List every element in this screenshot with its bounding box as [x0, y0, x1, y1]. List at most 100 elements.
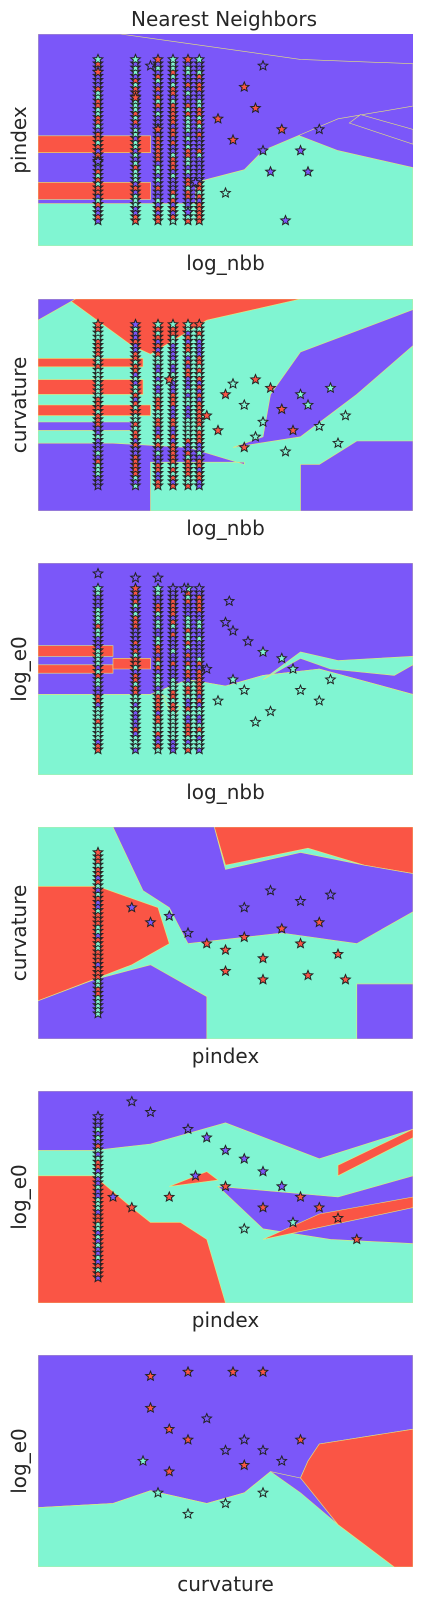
panel-1-strip-3-point-37: [166, 61, 180, 73]
panel-3-strip-4-point-21: [181, 656, 195, 668]
panel-2-region-class2-1-1: [38, 379, 144, 395]
panel-3-strip-1-point-37: [129, 590, 142, 602]
panel-4-strip-0-point-12: [91, 957, 105, 970]
panel-3-strip-2-point-12: [151, 693, 165, 706]
panel-1-strip-2-point-31: [151, 86, 165, 98]
panel-3-strip-2-point-20: [151, 660, 165, 673]
panel-5-xlabel: pindex: [192, 1308, 260, 1332]
panel-3-strip-5-point-31: [193, 615, 206, 627]
panel-3-strip-2-point-17: [151, 672, 165, 685]
panel-2-strip-1-point-23: [129, 384, 142, 396]
panel-2-strip-2-point-23: [151, 384, 165, 396]
panel-3-strip-4-point-37: [181, 590, 195, 602]
panel-5-strip-0-point-14: [91, 1213, 105, 1225]
panel-1-strip-1-point-9: [129, 177, 142, 189]
panel-1-strip-2-point-26: [151, 106, 165, 119]
panel-2-strip-5-point-39: [193, 318, 206, 330]
panel-2-strip-4-point-17: [181, 408, 195, 421]
panel-5-strip-0-point-37: [91, 1118, 105, 1130]
panel-1-strip-3-point-33: [166, 77, 180, 90]
panel-2-point-7: [264, 381, 277, 394]
panel-4-strip-0-point-29: [91, 887, 105, 899]
panel-2-strip-0-point-25: [91, 375, 105, 388]
panel-1-strip-0-point-20: [91, 131, 105, 144]
panel-2-strip-4-point-31: [181, 351, 195, 363]
panel-2-strip-4-point-12: [181, 429, 195, 442]
panel-2-strip-2-point-22: [151, 388, 165, 400]
panel-1-strip-1-point-35: [129, 69, 142, 82]
panel-4-point-14: [219, 964, 232, 977]
panel-1-strip-0-point-23: [91, 119, 105, 131]
panel-3-strip-0-point-35: [91, 598, 105, 611]
panel-1-strip-3-point-36: [166, 65, 180, 77]
panel-3-strip-3-point-11: [166, 697, 180, 710]
panel-1-strip-1-point-37: [129, 61, 142, 73]
panel-2-strip-0-point-4: [91, 462, 105, 475]
panel-2-strip-0-point-19: [91, 400, 105, 413]
panel-3-strip-2-point-31: [151, 615, 165, 627]
panel-1-strip-5-point-36: [193, 65, 206, 77]
panel-1-strip-1-point-39: [129, 53, 142, 65]
panel-1-strip-2-point-10: [151, 172, 165, 185]
panel-3-strip-2-point-27: [151, 631, 165, 644]
panel-1-strip-3-point-27: [166, 102, 180, 115]
panel-5-strip-0-point-8: [91, 1238, 105, 1250]
panel-1-strip-5-point-0: [193, 214, 206, 226]
panel-1-strip-3-point-28: [166, 98, 180, 110]
panel-1-strip-5-point-3: [193, 201, 206, 214]
panel-2-strip-5-point-19: [193, 400, 206, 413]
panel-1-strip-1-point-32: [129, 82, 142, 94]
panel-2-strip-0-point-21: [91, 392, 105, 404]
panel-3-strip-4-point-19: [181, 664, 195, 677]
panel-1-strip-1-point-25: [129, 110, 142, 123]
panel-2-strip-1-point-24: [129, 380, 142, 392]
panel-3-strip-4-point-1: [181, 739, 195, 751]
panel-2-point-14: [279, 445, 292, 457]
panel-3-strip-0-point-11: [91, 697, 105, 710]
panel-3-strip-2-point-34: [151, 602, 165, 615]
panel-5-strip-0-point-17: [91, 1200, 105, 1213]
panel-2-strip-1-point-35: [129, 334, 142, 347]
panel-2-strip-0-point-9: [91, 442, 105, 454]
panel-1-strip-4-point-33: [181, 77, 195, 90]
panel-3-strip-1-point-23: [129, 648, 142, 660]
panel-4-strip-0-point-13: [91, 953, 105, 965]
panel-3-point-16: [286, 662, 300, 675]
panel-3-strip-5-point-18: [193, 668, 206, 681]
panel-1-strip-1-point-16: [129, 148, 142, 160]
panel-3-strip-5-point-1: [193, 739, 206, 751]
panel-4-strip-0-point-37: [91, 854, 105, 866]
panel-3-strip-2-point-2: [151, 734, 165, 747]
panel-2-strip-2-point-3: [151, 466, 165, 479]
panel-3-strip-1-point-36: [129, 594, 142, 606]
panel-1-strip-3-point-26: [166, 106, 180, 119]
panel-3-strip-4-point-20: [181, 660, 195, 673]
panel-2-strip-3-point-38: [166, 322, 180, 334]
panel-1-strip-3-point-12: [166, 164, 180, 177]
panel-2-strip-1-point-37: [129, 326, 142, 338]
panel-4-strip-0-point-38: [91, 850, 105, 862]
panel-1-strip-0-point-5: [91, 193, 105, 205]
panel-3-point-0: [91, 567, 105, 579]
panel-3-point-10: [294, 683, 307, 696]
panel-2-strip-2-point-37: [151, 326, 165, 338]
panel-1-strip-0-point-4: [91, 197, 105, 210]
panel-3-strip-1-point-33: [129, 606, 142, 619]
panel-5-strip-0-point-30: [91, 1147, 105, 1159]
panel-1-strip-1-point-6: [129, 189, 142, 201]
panel-3-point-17: [324, 673, 337, 685]
panel-2-strip-2-point-26: [151, 371, 165, 384]
panel-2-strip-4-point-6: [181, 454, 195, 466]
panel-1-region-class0-1-1: [348, 114, 413, 145]
panel-2-strip-0-point-14: [91, 421, 105, 433]
panel-3-strip-0-point-24: [91, 644, 105, 656]
panel-1-strip-2-point-8: [151, 181, 165, 193]
panel-1-strip-3-point-20: [166, 131, 180, 144]
panel-4-point-19: [163, 909, 176, 922]
panel-6-point-14: [151, 1486, 165, 1498]
panel-5-point-7: [275, 1180, 288, 1192]
panel-4-point-6: [275, 922, 288, 934]
panel-1-strip-2-point-17: [151, 143, 165, 156]
panel-3-point-14: [238, 683, 251, 696]
panel-2-strip-3-point-31: [166, 351, 180, 363]
